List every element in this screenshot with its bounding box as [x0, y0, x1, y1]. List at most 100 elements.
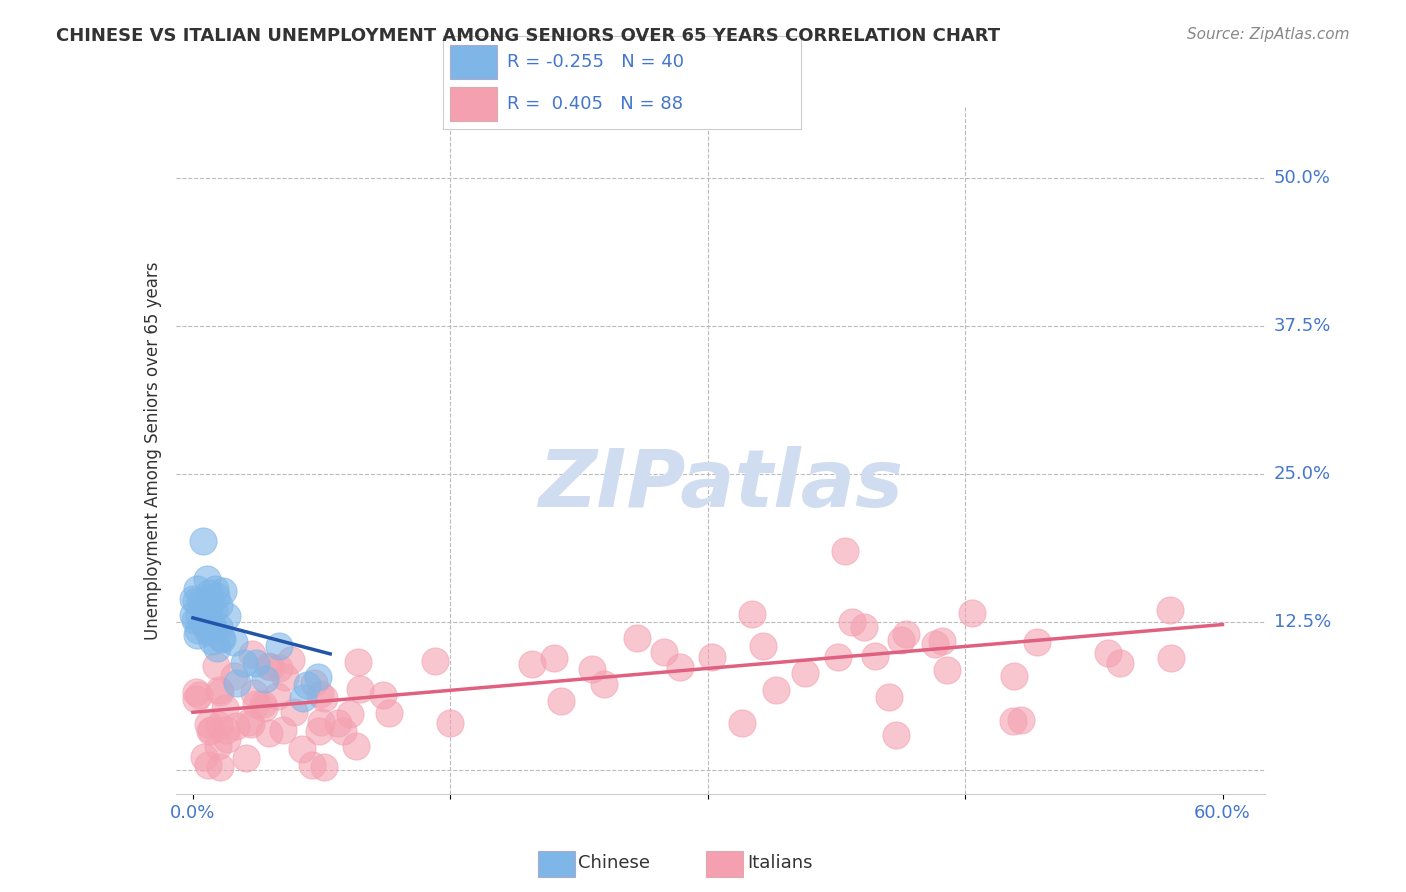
Point: [339, 707, 361, 722]
Point: [302, 676, 325, 690]
Point: [439, 716, 461, 731]
Point: [827, 650, 849, 665]
Point: [194, 610, 217, 624]
Point: [741, 607, 763, 621]
Text: 12.5%: 12.5%: [1274, 613, 1331, 632]
Point: [214, 701, 236, 715]
Text: ZIPatlas: ZIPatlas: [538, 446, 903, 524]
Point: [308, 723, 330, 738]
Point: [731, 715, 754, 730]
Point: [183, 592, 205, 607]
Point: [235, 750, 257, 764]
Point: [349, 681, 371, 696]
Point: [209, 759, 232, 773]
Point: [198, 586, 221, 600]
Text: R = -0.255   N = 40: R = -0.255 N = 40: [508, 53, 685, 70]
Point: [197, 600, 219, 615]
Point: [936, 664, 959, 678]
Point: [295, 678, 318, 692]
Point: [423, 654, 446, 668]
Point: [702, 650, 724, 665]
Point: [184, 614, 207, 628]
Point: [1002, 669, 1025, 683]
Point: [205, 640, 228, 655]
Point: [1348, 189, 1371, 203]
Point: [181, 607, 204, 622]
Point: [307, 670, 329, 684]
Point: [373, 688, 395, 702]
Point: [347, 655, 370, 669]
Point: [256, 658, 278, 673]
Point: [217, 609, 239, 624]
Point: [314, 690, 336, 705]
Point: [834, 544, 856, 558]
Point: [752, 640, 775, 654]
Point: [187, 689, 209, 703]
Point: [894, 627, 917, 641]
Point: [243, 686, 266, 700]
Point: [292, 691, 315, 706]
Point: [252, 697, 274, 711]
Text: Italians: Italians: [747, 854, 813, 872]
Point: [201, 621, 224, 635]
Point: [260, 660, 283, 674]
Point: [1108, 656, 1130, 670]
Point: [960, 606, 983, 620]
Y-axis label: Unemployment Among Seniors over 65 years: Unemployment Among Seniors over 65 years: [143, 261, 162, 640]
Point: [207, 739, 229, 753]
Point: [225, 675, 247, 690]
FancyBboxPatch shape: [450, 87, 496, 121]
Point: [204, 582, 226, 596]
Point: [200, 723, 222, 737]
Point: [207, 718, 229, 732]
Point: [205, 590, 228, 604]
Point: [184, 691, 207, 706]
Point: [198, 723, 221, 738]
Point: [208, 683, 231, 698]
Point: [1160, 650, 1182, 665]
Point: [217, 732, 239, 747]
Point: [208, 598, 231, 612]
Point: [225, 719, 247, 733]
FancyBboxPatch shape: [706, 851, 744, 878]
Point: [886, 728, 908, 742]
Point: [890, 633, 912, 648]
Point: [208, 685, 231, 699]
Point: [543, 650, 565, 665]
Point: [274, 670, 297, 684]
Text: 37.5%: 37.5%: [1274, 318, 1331, 335]
Point: [193, 750, 215, 764]
Point: [309, 714, 332, 729]
Point: [184, 684, 207, 698]
Text: R =  0.405   N = 88: R = 0.405 N = 88: [508, 95, 683, 113]
Point: [211, 632, 233, 647]
Point: [267, 640, 290, 654]
Point: [312, 760, 335, 774]
Point: [240, 717, 263, 731]
Point: [326, 715, 349, 730]
Point: [863, 648, 886, 663]
Point: [191, 534, 214, 549]
Point: [253, 701, 276, 715]
Text: CHINESE VS ITALIAN UNEMPLOYMENT AMONG SENIORS OVER 65 YEARS CORRELATION CHART: CHINESE VS ITALIAN UNEMPLOYMENT AMONG SE…: [56, 27, 1000, 45]
Point: [215, 723, 238, 738]
Point: [344, 739, 367, 754]
Point: [186, 628, 208, 642]
Point: [245, 697, 267, 711]
Point: [581, 663, 603, 677]
Point: [222, 669, 245, 683]
Point: [1001, 714, 1024, 728]
Point: [201, 618, 224, 632]
Point: [765, 683, 787, 698]
Point: [520, 657, 543, 672]
Point: [195, 572, 218, 586]
Point: [877, 690, 900, 705]
Point: [188, 609, 211, 624]
Point: [209, 631, 232, 645]
Point: [301, 758, 323, 772]
Point: [853, 620, 876, 634]
Point: [194, 618, 217, 632]
Point: [1026, 635, 1049, 649]
Point: [253, 673, 276, 687]
Point: [205, 659, 228, 673]
